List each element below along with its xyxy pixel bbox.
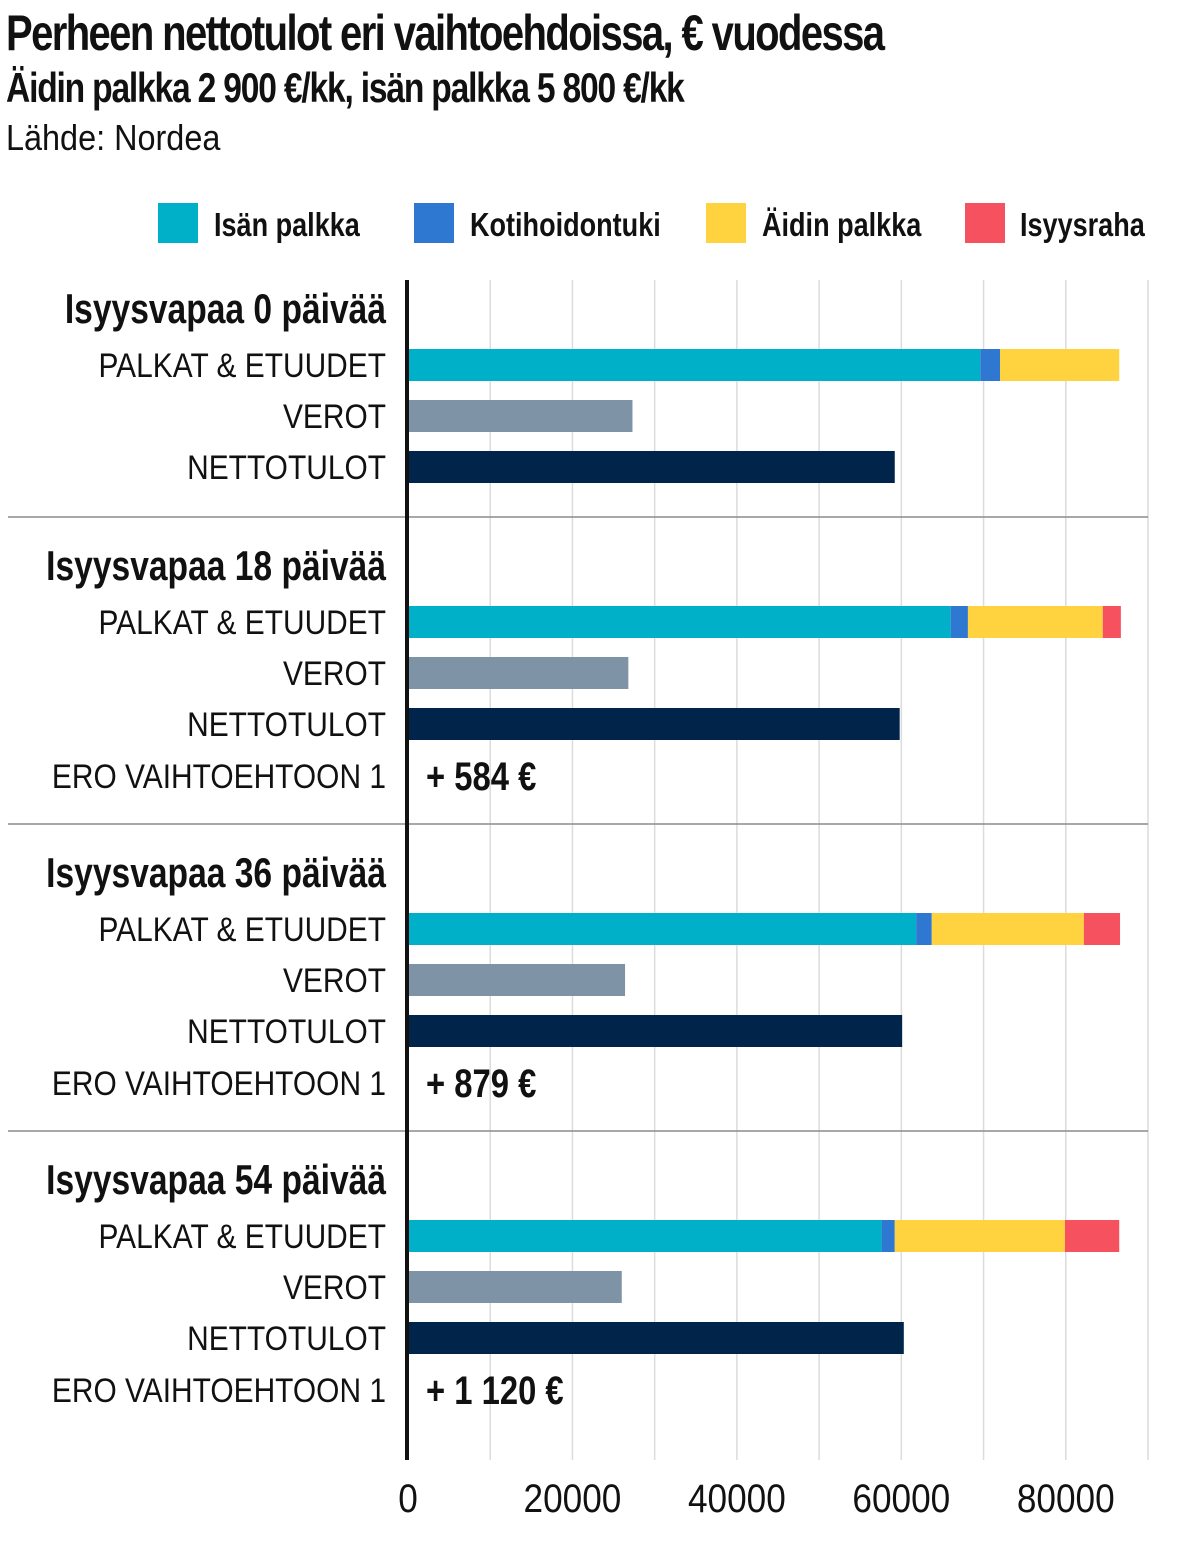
bar-gross-koti — [950, 606, 968, 638]
bar-tax — [408, 657, 629, 689]
legend-swatch-koti — [414, 203, 454, 243]
diff-value: + 879 € — [426, 1061, 536, 1106]
group-title: Isyysvapaa 36 päivää — [46, 851, 387, 897]
bar-gross-koti — [881, 1220, 895, 1252]
row-label-gross: PALKAT & ETUUDET — [98, 346, 386, 384]
bar-tax — [408, 400, 633, 432]
x-tick-label: 40000 — [688, 1476, 786, 1521]
row-label-gross: PALKAT & ETUUDET — [98, 603, 386, 641]
bar-gross-aiti — [1000, 349, 1120, 381]
bar-gross-aiti — [931, 913, 1084, 945]
group-title: Isyysvapaa 18 päivää — [46, 544, 387, 590]
bar-tax — [408, 964, 626, 996]
diff-value: + 584 € — [426, 754, 536, 799]
bar-gross-isa — [408, 349, 981, 381]
legend-swatch-aiti — [706, 203, 746, 243]
row-label-net: NETTOTULOT — [187, 1012, 386, 1050]
row-label-diff: ERO VAIHTOEHTOON 1 — [52, 757, 386, 795]
bar-gross-isa — [408, 913, 917, 945]
bar-gross-isa — [408, 606, 951, 638]
legend-swatch-isyys — [965, 203, 1005, 243]
x-tick-label: 80000 — [1017, 1476, 1115, 1521]
bar-gross-koti — [980, 349, 1000, 381]
x-tick-label: 20000 — [524, 1476, 622, 1521]
row-label-gross: PALKAT & ETUUDET — [98, 910, 386, 948]
row-label-diff: ERO VAIHTOEHTOON 1 — [52, 1371, 386, 1409]
bar-gross-isyys — [1102, 606, 1121, 638]
bar-net — [408, 451, 895, 483]
row-label-net: NETTOTULOT — [187, 705, 386, 743]
bar-net — [408, 708, 900, 740]
legend-label-aiti: Äidin palkka — [762, 208, 921, 244]
legend-swatch-isa — [158, 203, 198, 243]
row-label-net: NETTOTULOT — [187, 448, 386, 486]
diff-value: + 1 120 € — [426, 1368, 564, 1413]
bar-gross-aiti — [967, 606, 1103, 638]
bar-net — [408, 1322, 904, 1354]
chart-subtitle: Äidin palkka 2 900 €/kk, isän palkka 5 8… — [6, 64, 685, 111]
legend-label-koti: Kotihoidontuki — [470, 208, 661, 244]
row-label-tax: VEROT — [283, 1268, 386, 1306]
bar-gross-isa — [408, 1220, 882, 1252]
x-tick-label: 0 — [398, 1476, 418, 1521]
bar-gross-koti — [916, 913, 932, 945]
chart-source: Lähde: Nordea — [6, 117, 221, 158]
bar-gross-aiti — [894, 1220, 1065, 1252]
group-title: Isyysvapaa 0 päivää — [65, 287, 387, 333]
x-tick-label: 60000 — [852, 1476, 950, 1521]
bar-tax — [408, 1271, 622, 1303]
bar-gross-isyys — [1064, 1220, 1120, 1252]
row-label-net: NETTOTULOT — [187, 1319, 386, 1357]
row-label-tax: VEROT — [283, 397, 386, 435]
legend-label-isa: Isän palkka — [214, 208, 360, 244]
chart-title: Perheen nettotulot eri vaihtoehdoissa, €… — [6, 5, 885, 61]
group-title: Isyysvapaa 54 päivää — [46, 1158, 387, 1204]
bar-net — [408, 1015, 903, 1047]
row-label-gross: PALKAT & ETUUDET — [98, 1217, 386, 1255]
row-label-diff: ERO VAIHTOEHTOON 1 — [52, 1064, 386, 1102]
row-label-tax: VEROT — [283, 961, 386, 999]
bar-gross-isyys — [1083, 913, 1121, 945]
row-label-tax: VEROT — [283, 654, 386, 692]
legend-label-isyys: Isyysraha — [1020, 208, 1145, 244]
